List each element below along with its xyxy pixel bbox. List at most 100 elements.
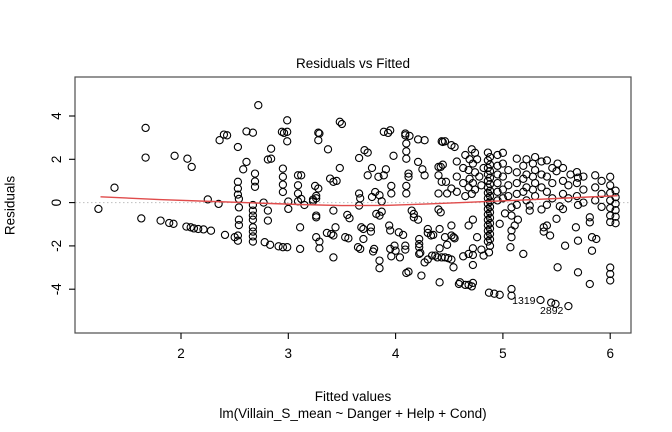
data-point — [571, 223, 581, 232]
data-point — [215, 136, 224, 145]
data-point — [359, 224, 368, 234]
data-point — [606, 211, 615, 220]
data-point — [512, 168, 521, 177]
data-point — [434, 162, 443, 172]
data-point — [386, 126, 395, 135]
data-point — [263, 155, 273, 164]
data-point — [165, 218, 174, 228]
data-point — [420, 171, 429, 180]
outlier-point — [564, 301, 573, 311]
data-point — [278, 164, 288, 173]
data-point — [507, 291, 516, 300]
data-point — [386, 226, 395, 235]
data-point — [606, 217, 615, 227]
data-point — [553, 263, 562, 272]
outlier-point — [536, 295, 545, 305]
data-point — [472, 155, 482, 164]
data-point — [461, 150, 470, 160]
data-point — [234, 194, 244, 204]
data-point — [484, 248, 494, 257]
data-point — [498, 172, 508, 181]
data-point — [485, 191, 495, 201]
data-point — [611, 206, 620, 215]
data-point — [415, 249, 424, 259]
data-point — [377, 197, 386, 206]
data-point — [545, 231, 555, 240]
data-point — [558, 176, 568, 186]
data-point — [573, 236, 583, 245]
data-point — [573, 173, 583, 182]
data-point — [233, 231, 243, 240]
data-point — [498, 185, 508, 194]
data-point — [284, 204, 293, 214]
data-point — [293, 171, 303, 180]
data-point — [356, 244, 365, 254]
data-point — [611, 212, 620, 221]
data-point — [493, 170, 502, 179]
data-point — [374, 172, 383, 181]
data-point — [485, 241, 495, 251]
data-point — [312, 194, 321, 203]
data-point — [266, 144, 276, 153]
data-point — [485, 202, 495, 212]
data-point — [434, 189, 443, 198]
data-point — [512, 178, 521, 188]
data-point — [507, 233, 516, 242]
y-tick-label: 0 — [49, 199, 64, 207]
data-point — [367, 163, 377, 173]
data-point — [435, 278, 444, 287]
data-point — [468, 215, 478, 224]
data-point — [250, 177, 260, 186]
y-tick-label: -4 — [49, 283, 64, 295]
data-point — [222, 131, 232, 140]
data-point — [507, 211, 516, 220]
data-point — [385, 221, 394, 230]
data-point — [260, 238, 269, 247]
data-point — [519, 161, 528, 170]
data-point — [233, 190, 243, 199]
data-point — [530, 152, 540, 162]
data-point — [437, 137, 446, 146]
data-point — [137, 214, 146, 223]
data-point — [464, 221, 473, 230]
data-point — [335, 117, 344, 126]
y-tick-label: -2 — [49, 240, 64, 252]
data-point — [449, 233, 458, 242]
data-point — [387, 181, 396, 191]
data-point — [434, 205, 443, 214]
data-point — [507, 203, 516, 212]
data-point — [440, 137, 450, 146]
data-point — [402, 268, 411, 278]
data-point — [454, 279, 464, 289]
data-point — [442, 240, 452, 249]
outlier-label: 2892 — [540, 305, 564, 317]
x-axis-model-formula: lm(Villain_S_mean ~ Danger + Help + Cond… — [219, 406, 487, 421]
data-point — [233, 142, 243, 152]
data-point — [203, 195, 212, 204]
data-point — [266, 154, 276, 163]
data-point — [506, 243, 515, 252]
data-point — [420, 136, 429, 145]
data-point — [572, 178, 582, 188]
data-point — [327, 229, 336, 239]
data-point — [435, 224, 444, 234]
data-point — [401, 131, 410, 140]
data-point — [329, 231, 338, 240]
data-point — [379, 171, 388, 180]
data-point — [354, 153, 364, 163]
data-point — [387, 252, 396, 261]
data-point — [512, 154, 521, 163]
data-point — [579, 198, 588, 207]
data-point — [278, 187, 288, 197]
data-point — [248, 227, 258, 236]
data-point — [485, 229, 495, 239]
data-point — [390, 241, 399, 250]
data-point — [434, 171, 443, 180]
data-point — [402, 147, 411, 156]
data-point — [409, 213, 418, 222]
data-point — [353, 243, 363, 252]
data-point — [242, 127, 251, 136]
data-point — [375, 256, 384, 265]
data-point — [519, 249, 528, 259]
